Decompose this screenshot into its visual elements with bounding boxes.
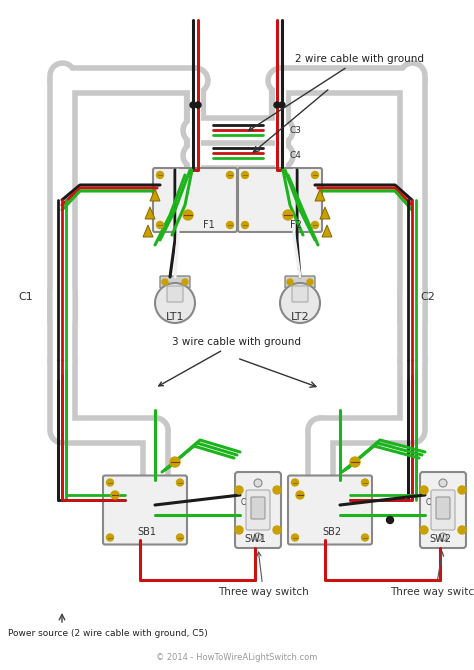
Text: C: C [240, 498, 246, 507]
Polygon shape [315, 189, 325, 201]
Circle shape [439, 479, 447, 487]
Text: © 2014 - HowToWireALightSwitch.com: © 2014 - HowToWireALightSwitch.com [156, 653, 318, 663]
Circle shape [287, 279, 293, 285]
Circle shape [280, 283, 320, 323]
Circle shape [420, 486, 428, 494]
Circle shape [292, 534, 299, 541]
Circle shape [386, 517, 393, 523]
FancyBboxPatch shape [292, 286, 308, 302]
Circle shape [350, 457, 360, 467]
Text: F2: F2 [290, 220, 302, 230]
Circle shape [162, 279, 168, 285]
Circle shape [311, 222, 319, 228]
Polygon shape [145, 207, 155, 219]
Circle shape [156, 222, 164, 228]
FancyBboxPatch shape [153, 168, 237, 232]
Circle shape [241, 222, 248, 228]
Circle shape [307, 279, 313, 285]
Text: C3: C3 [290, 126, 302, 135]
Circle shape [227, 172, 234, 178]
Circle shape [155, 283, 195, 323]
Text: LT2: LT2 [291, 312, 310, 322]
Text: Three way switch: Three way switch [390, 552, 474, 597]
Circle shape [235, 486, 243, 494]
Circle shape [420, 526, 428, 534]
FancyBboxPatch shape [103, 476, 187, 545]
FancyBboxPatch shape [238, 168, 322, 232]
Circle shape [273, 486, 281, 494]
Text: 2 wire cable with ground: 2 wire cable with ground [249, 54, 424, 131]
Circle shape [241, 172, 248, 178]
Circle shape [176, 479, 183, 486]
Text: SB1: SB1 [137, 527, 156, 537]
Circle shape [182, 279, 188, 285]
Circle shape [107, 479, 113, 486]
Text: SW2: SW2 [429, 534, 451, 544]
Circle shape [195, 102, 201, 108]
FancyBboxPatch shape [431, 490, 455, 530]
Polygon shape [322, 225, 332, 237]
Circle shape [458, 486, 466, 494]
Text: Three way switch: Three way switch [218, 552, 309, 597]
FancyBboxPatch shape [436, 497, 450, 519]
Text: Power source (2 wire cable with ground, C5): Power source (2 wire cable with ground, … [8, 629, 208, 638]
FancyBboxPatch shape [246, 490, 270, 530]
Circle shape [170, 457, 180, 467]
Text: LT1: LT1 [166, 312, 184, 322]
Circle shape [362, 534, 368, 541]
Circle shape [283, 210, 293, 220]
Text: 3 wire cable with ground: 3 wire cable with ground [159, 337, 301, 386]
Circle shape [292, 479, 299, 486]
Circle shape [254, 479, 262, 487]
Text: C4: C4 [290, 151, 302, 160]
FancyBboxPatch shape [288, 476, 372, 545]
Circle shape [176, 534, 183, 541]
Circle shape [107, 534, 113, 541]
FancyBboxPatch shape [235, 472, 281, 548]
Circle shape [273, 526, 281, 534]
Circle shape [183, 210, 193, 220]
Text: F1: F1 [203, 220, 215, 230]
FancyBboxPatch shape [420, 472, 466, 548]
Circle shape [311, 172, 319, 178]
Polygon shape [143, 225, 153, 237]
Circle shape [156, 172, 164, 178]
FancyBboxPatch shape [251, 497, 265, 519]
Text: C2: C2 [420, 292, 435, 302]
Circle shape [274, 102, 280, 108]
FancyBboxPatch shape [285, 276, 315, 288]
Text: SW1: SW1 [244, 534, 266, 544]
Circle shape [111, 491, 119, 499]
Polygon shape [320, 207, 330, 219]
Text: C1: C1 [18, 292, 33, 302]
Circle shape [227, 222, 234, 228]
Circle shape [254, 533, 262, 541]
FancyBboxPatch shape [167, 286, 183, 302]
FancyBboxPatch shape [160, 276, 190, 288]
Circle shape [235, 526, 243, 534]
Circle shape [458, 526, 466, 534]
Polygon shape [150, 189, 160, 201]
Circle shape [190, 102, 196, 108]
Circle shape [279, 102, 285, 108]
Circle shape [362, 479, 368, 486]
Circle shape [296, 491, 304, 499]
Text: SB2: SB2 [322, 527, 341, 537]
Circle shape [439, 533, 447, 541]
Text: C: C [425, 498, 430, 507]
